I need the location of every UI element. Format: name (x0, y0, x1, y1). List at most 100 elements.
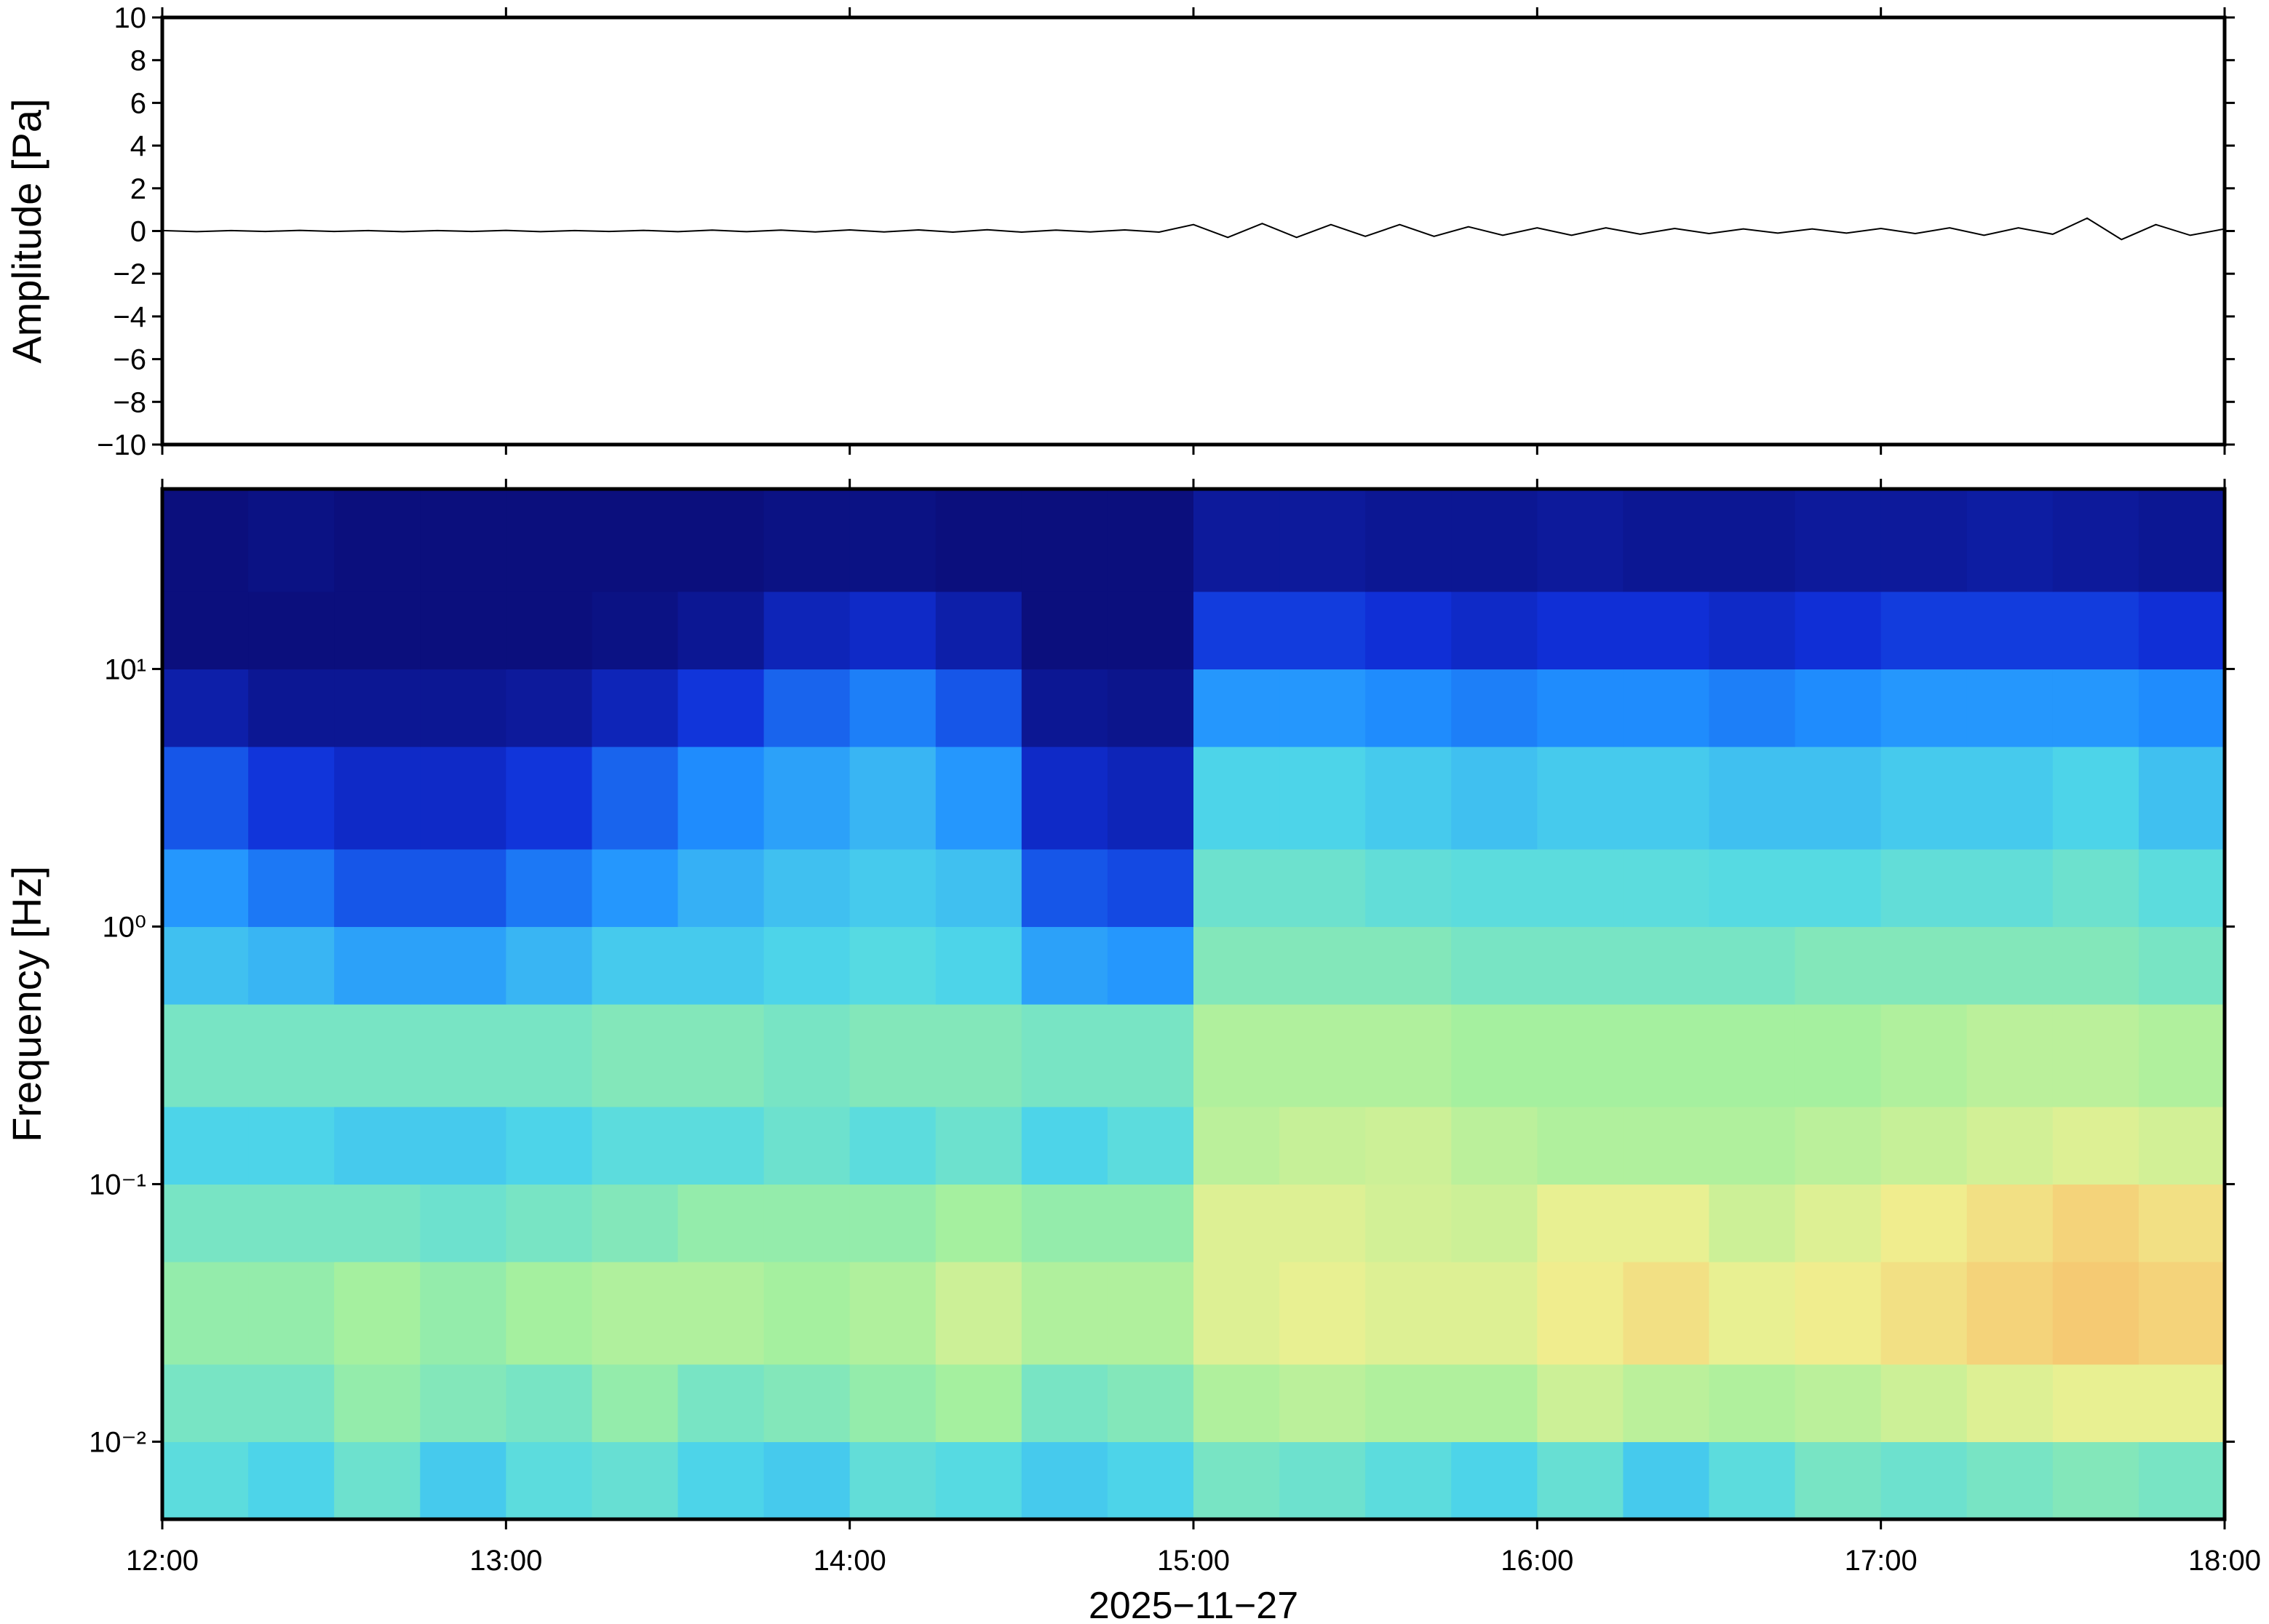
spectrogram-cell (1193, 1364, 1280, 1443)
spectrogram-cell (763, 1441, 851, 1519)
spectrogram-cell (1365, 926, 1452, 1005)
spectrogram-cell (1880, 848, 1968, 928)
spectrogram-cell (1279, 1441, 1366, 1519)
spectrogram-cell (1795, 1262, 1882, 1365)
y-tick-label: 8 (130, 45, 146, 77)
y-tick-label: −8 (113, 386, 146, 418)
spectrogram-cell (1365, 1262, 1452, 1365)
plot-area (162, 489, 2225, 1519)
spectrogram-cell (1451, 669, 1538, 747)
spectrogram-cell (1451, 1184, 1538, 1262)
spectrogram-cell (935, 1441, 1022, 1519)
spectrogram-cell (1279, 926, 1366, 1005)
spectrogram-cell (1193, 848, 1280, 928)
panel: 10⁻² 10⁻¹ 10⁰ 10¹ 12:00 13:00 14:00 15:00 16:00 1… (4, 479, 2261, 1624)
x-tick-label: 18:00 (2188, 1545, 2261, 1577)
spectrogram-cell (592, 1364, 679, 1443)
spectrogram-cell (248, 489, 335, 592)
spectrogram-cell (1107, 489, 1194, 592)
spectrogram-cell (334, 591, 421, 670)
spectrogram-cell (763, 1004, 851, 1107)
spectrogram-cell (1623, 926, 1710, 1005)
spectrogram-cell (1537, 489, 1624, 592)
spectrogram-cell (1623, 747, 1710, 850)
spectrogram-cell (1107, 747, 1194, 850)
spectrogram-cell (935, 1004, 1022, 1107)
spectrogram-cell (2138, 489, 2225, 592)
x-tick-label: 13:00 (469, 1545, 542, 1577)
spectrogram-cell (1021, 591, 1108, 670)
spectrogram-cell (1537, 1262, 1624, 1365)
spectrogram-cell (162, 848, 249, 928)
spectrogram-cell (677, 489, 765, 592)
spectrogram-cell (420, 1262, 506, 1365)
spectrogram-cell (334, 1184, 421, 1262)
spectrogram-cell (1537, 747, 1624, 850)
spectrogram-cell (1709, 848, 1796, 928)
spectrogram-cell (334, 1364, 421, 1443)
spectrogram-cell (1279, 1106, 1366, 1185)
spectrogram-cell (1623, 669, 1710, 747)
spectrogram-cell (1709, 591, 1796, 670)
spectrogram-cell (1795, 489, 1882, 592)
spectrogram-cell (162, 1184, 249, 1262)
spectrogram-cell (763, 1364, 851, 1443)
x-axis-label: 2025−11−27 (1089, 1585, 1298, 1624)
spectrogram-cell (592, 848, 679, 928)
spectrogram-cell (420, 1441, 506, 1519)
spectrogram-cell (935, 1262, 1022, 1365)
spectrogram-cell (2138, 747, 2225, 850)
spectrogram-cell (1193, 669, 1280, 747)
spectrogram-cell (1623, 1441, 1710, 1519)
spectrogram-cell (1365, 747, 1452, 850)
x-tick-label: 17:00 (1845, 1545, 1918, 1577)
spectrogram-cell (2138, 1004, 2225, 1107)
spectrogram-cell (677, 747, 765, 850)
spectrogram-cell (420, 1364, 506, 1443)
spectrogram-cell (935, 1364, 1022, 1443)
spectrogram-cell (248, 848, 335, 928)
spectrogram-cell (1021, 1364, 1108, 1443)
spectrogram-cell (420, 1184, 506, 1262)
spectrogram-cell (935, 591, 1022, 670)
spectrogram-cell (1880, 747, 1968, 850)
spectrogram-cell (849, 926, 937, 1005)
spectrogram-cell (1880, 591, 1968, 670)
spectrogram-cell (592, 1004, 679, 1107)
spectrogram-cell (1021, 1004, 1108, 1107)
spectrogram-cell (592, 489, 679, 592)
spectrogram-cell (1966, 1106, 2054, 1185)
spectrogram-cell (1966, 1184, 2054, 1262)
spectrogram-cell (2052, 1441, 2139, 1519)
spectrogram-cell (1365, 1106, 1452, 1185)
spectrogram-cell (1279, 1364, 1366, 1443)
spectrogram-cell (677, 1364, 765, 1443)
spectrogram-cell (849, 489, 937, 592)
spectrogram-cell (1880, 669, 1968, 747)
spectrogram-cell (162, 591, 249, 670)
spectrogram-cell (1966, 1262, 2054, 1365)
spectrogram-cell (763, 926, 851, 1005)
spectrogram-cell (506, 1004, 593, 1107)
spectrogram-cell (2052, 926, 2139, 1005)
spectrogram-cell (2138, 591, 2225, 670)
spectrogram-cell (1021, 489, 1108, 592)
spectrogram-cell (1279, 1184, 1366, 1262)
spectrogram-cell (162, 1364, 249, 1443)
spectrogram-cell (1537, 926, 1624, 1005)
spectrogram-cell (2052, 1364, 2139, 1443)
spectrogram-cell (849, 747, 937, 850)
spectrogram-cell (1451, 848, 1538, 928)
spectrogram-cell (1880, 1364, 1968, 1443)
spectrogram-cell (1966, 848, 2054, 928)
x-tick-label: 15:00 (1157, 1545, 1230, 1577)
spectrogram-cell (506, 1364, 593, 1443)
plot-area (162, 217, 2225, 241)
spectrogram-cell (1021, 1184, 1108, 1262)
spectrogram-cell (849, 1364, 937, 1443)
spectrogram-cell (935, 1106, 1022, 1185)
spectrogram-cell (1107, 669, 1194, 747)
x-tick-label: 12:00 (126, 1545, 199, 1577)
spectrogram-cell (592, 747, 679, 850)
